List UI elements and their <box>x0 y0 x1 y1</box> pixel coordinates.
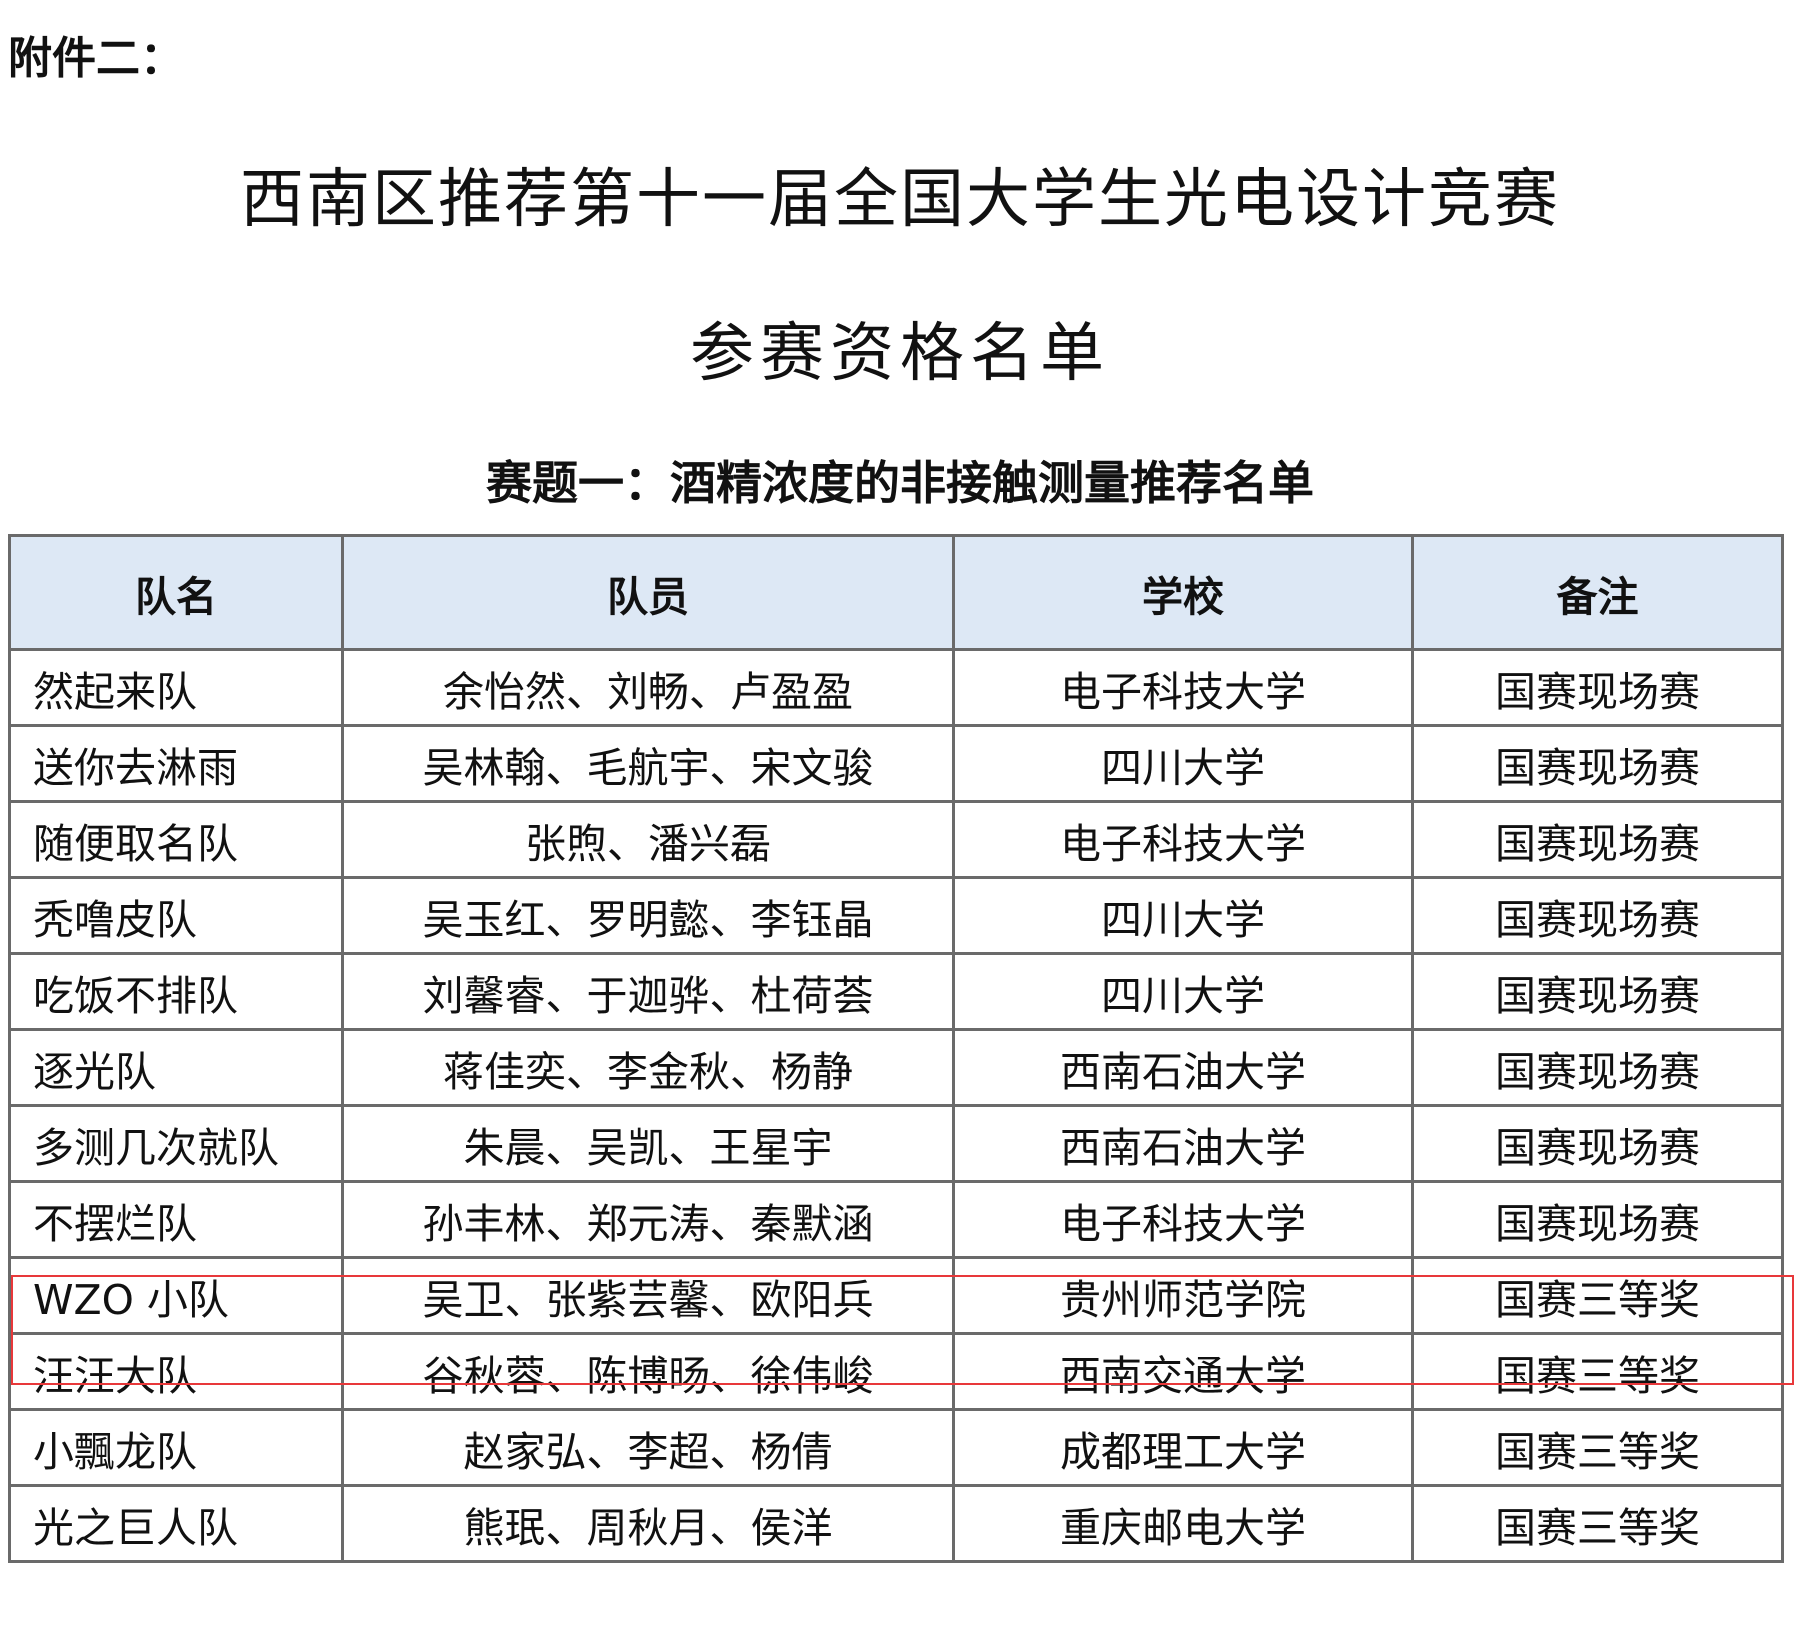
team-name-cell: 秃噜皮队 <box>8 876 344 955</box>
table-row: WZO 小队 吴卫、张紫芸馨、欧阳兵 贵州师范学院 国赛三等奖 <box>8 1256 1784 1335</box>
remarks-cell: 国赛现场赛 <box>1411 1104 1784 1183</box>
team-name-cell: 汪汪大队 <box>8 1332 344 1411</box>
members-cell: 吴卫、张紫芸馨、欧阳兵 <box>341 1256 955 1335</box>
team-name-cell: 多测几次就队 <box>8 1104 344 1183</box>
school-cell: 电子科技大学 <box>952 800 1414 879</box>
team-name-cell: WZO 小队 <box>8 1256 344 1335</box>
team-list-table: 队名 队员 学校 备注 然起来队 余怡然、刘畅、卢盈盈 电子科技大学 国赛现场赛 送你去… <box>8 534 1784 1563</box>
header-school: 学校 <box>952 534 1414 651</box>
remarks-cell: 国赛三等奖 <box>1411 1256 1784 1335</box>
school-cell: 电子科技大学 <box>952 1180 1414 1259</box>
members-cell: 孙丰林、郑元涛、秦默涵 <box>341 1180 955 1259</box>
document-title-line2: 参赛资格名单 <box>690 317 1110 391</box>
table-header-row: 队名 队员 学校 备注 <box>8 534 1784 651</box>
remarks-cell: 国赛三等奖 <box>1411 1484 1784 1563</box>
school-cell: 重庆邮电大学 <box>952 1484 1414 1563</box>
members-cell: 谷秋蓉、陈博旸、徐伟峻 <box>341 1332 955 1411</box>
school-cell: 电子科技大学 <box>952 648 1414 727</box>
members-cell: 刘馨睿、于迦骅、杜荷荟 <box>341 952 955 1031</box>
school-cell: 四川大学 <box>952 876 1414 955</box>
members-cell: 余怡然、刘畅、卢盈盈 <box>341 648 955 727</box>
team-name-cell: 逐光队 <box>8 1028 344 1107</box>
table-row: 然起来队 余怡然、刘畅、卢盈盈 电子科技大学 国赛现场赛 <box>8 648 1784 727</box>
remarks-cell: 国赛三等奖 <box>1411 1332 1784 1411</box>
table-row: 不摆烂队 孙丰林、郑元涛、秦默涵 电子科技大学 国赛现场赛 <box>8 1180 1784 1259</box>
members-cell: 熊珉、周秋月、侯洋 <box>341 1484 955 1563</box>
section-subtitle: 赛题一：酒精浓度的非接触测量推荐名单 <box>486 456 1314 510</box>
table-row: 逐光队 蒋佳奕、李金秋、杨静 西南石油大学 国赛现场赛 <box>8 1028 1784 1107</box>
school-cell: 四川大学 <box>952 724 1414 803</box>
header-remarks: 备注 <box>1411 534 1784 651</box>
members-cell: 吴林翰、毛航宇、宋文骏 <box>341 724 955 803</box>
remarks-cell: 国赛现场赛 <box>1411 1180 1784 1259</box>
remarks-cell: 国赛现场赛 <box>1411 876 1784 955</box>
remarks-cell: 国赛现场赛 <box>1411 724 1784 803</box>
remarks-cell: 国赛现场赛 <box>1411 800 1784 879</box>
team-name-cell: 光之巨人队 <box>8 1484 344 1563</box>
table-row: 随便取名队 张煦、潘兴磊 电子科技大学 国赛现场赛 <box>8 800 1784 879</box>
remarks-cell: 国赛现场赛 <box>1411 648 1784 727</box>
remarks-cell: 国赛现场赛 <box>1411 1028 1784 1107</box>
table-row: 吃饭不排队 刘馨睿、于迦骅、杜荷荟 四川大学 国赛现场赛 <box>8 952 1784 1031</box>
table-row: 秃噜皮队 吴玉红、罗明懿、李钰晶 四川大学 国赛现场赛 <box>8 876 1784 955</box>
school-cell: 西南交通大学 <box>952 1332 1414 1411</box>
table-row: 汪汪大队 谷秋蓉、陈博旸、徐伟峻 西南交通大学 国赛三等奖 <box>8 1332 1784 1411</box>
header-members: 队员 <box>341 534 955 651</box>
school-cell: 四川大学 <box>952 952 1414 1031</box>
team-name-cell: 送你去淋雨 <box>8 724 344 803</box>
members-cell: 赵家弘、李超、杨倩 <box>341 1408 955 1487</box>
school-cell: 贵州师范学院 <box>952 1256 1414 1335</box>
members-cell: 朱晨、吴凯、王星宇 <box>341 1104 955 1183</box>
team-name-cell: 不摆烂队 <box>8 1180 344 1259</box>
attachment-label: 附件二： <box>8 33 184 84</box>
document-title: 西南区推荐第十一届全国大学生光电设计竞赛 <box>240 163 1560 237</box>
school-cell: 成都理工大学 <box>952 1408 1414 1487</box>
school-cell: 西南石油大学 <box>952 1104 1414 1183</box>
members-cell: 蒋佳奕、李金秋、杨静 <box>341 1028 955 1107</box>
remarks-cell: 国赛三等奖 <box>1411 1408 1784 1487</box>
school-cell: 西南石油大学 <box>952 1028 1414 1107</box>
members-cell: 吴玉红、罗明懿、李钰晶 <box>341 876 955 955</box>
table-row: 小飄龙队 赵家弘、李超、杨倩 成都理工大学 国赛三等奖 <box>8 1408 1784 1487</box>
team-name-cell: 然起来队 <box>8 648 344 727</box>
team-name-cell: 小飄龙队 <box>8 1408 344 1487</box>
members-cell: 张煦、潘兴磊 <box>341 800 955 879</box>
header-team-name: 队名 <box>8 534 344 651</box>
team-name-cell: 随便取名队 <box>8 800 344 879</box>
table-row: 送你去淋雨 吴林翰、毛航宇、宋文骏 四川大学 国赛现场赛 <box>8 724 1784 803</box>
table-row: 光之巨人队 熊珉、周秋月、侯洋 重庆邮电大学 国赛三等奖 <box>8 1484 1784 1563</box>
table-row: 多测几次就队 朱晨、吴凯、王星宇 西南石油大学 国赛现场赛 <box>8 1104 1784 1183</box>
team-name-cell: 吃饭不排队 <box>8 952 344 1031</box>
remarks-cell: 国赛现场赛 <box>1411 952 1784 1031</box>
